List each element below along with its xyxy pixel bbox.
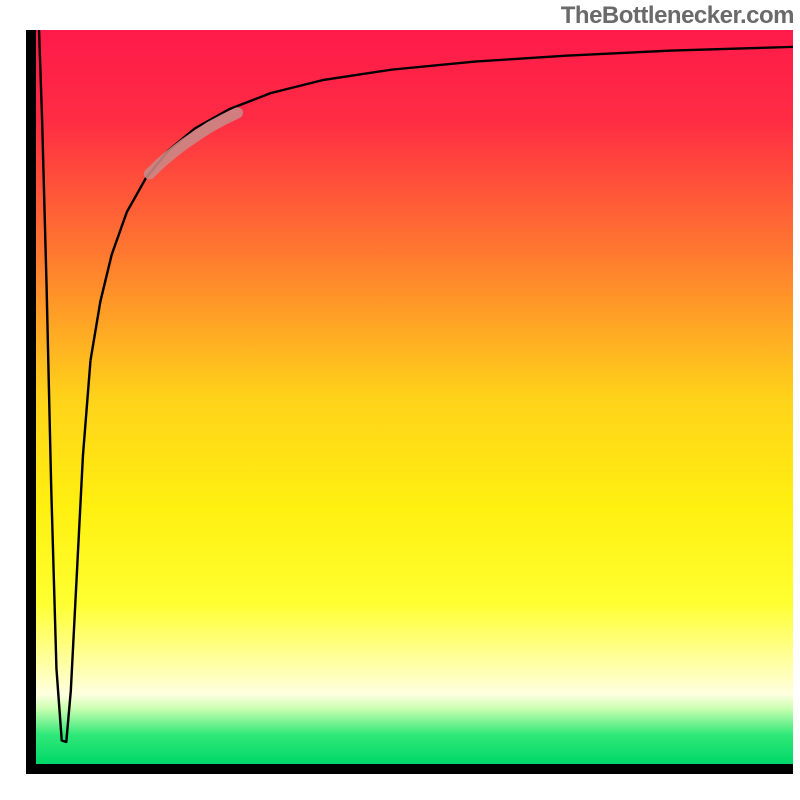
chart-container: TheBottlenecker.com — [0, 0, 800, 800]
x-axis — [26, 764, 793, 774]
main-curve — [91, 47, 793, 360]
highlight-segment — [150, 113, 238, 174]
dip-curve — [39, 30, 90, 742]
y-axis — [26, 30, 36, 774]
curve-svg — [36, 30, 793, 764]
plot-area — [36, 30, 793, 764]
watermark-text: TheBottlenecker.com — [561, 2, 794, 30]
